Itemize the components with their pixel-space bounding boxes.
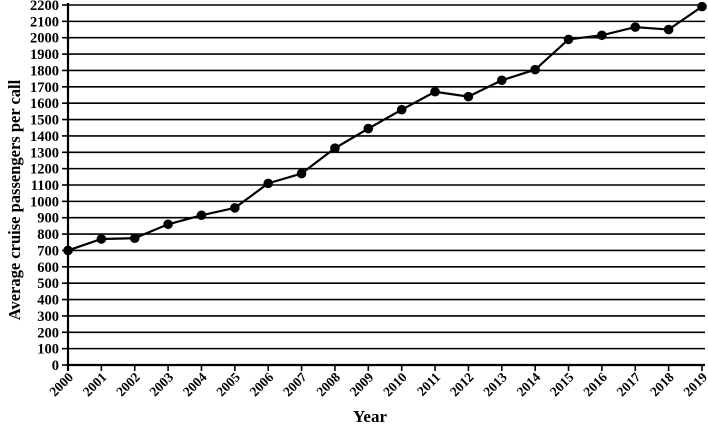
y-tick-label: 0 [52,358,59,374]
data-point [630,22,641,32]
data-point [530,64,540,75]
y-tick-label: 100 [37,342,59,358]
data-point [363,123,374,134]
x-tick-label: 2017 [614,369,644,399]
x-tick-label: 2001 [80,369,110,399]
x-tick-label: 2014 [514,369,544,399]
x-tick-label: 2015 [547,369,577,399]
y-tick-label: 600 [37,260,59,276]
data-point [563,34,574,45]
data-point [396,104,407,115]
x-tick-label: 2004 [180,369,210,399]
data-point [597,30,607,41]
x-axis-title: Year [353,407,387,426]
y-tick-label: 2000 [30,31,59,47]
x-tick-label: 2007 [280,369,310,399]
data-line [67,5,703,252]
gridlines [68,4,705,350]
x-tick-label: 2009 [347,369,377,399]
y-tick-label: 1200 [30,162,59,178]
y-tick-label: 1300 [30,145,59,161]
data-point [496,75,507,86]
data-point [296,168,307,179]
y-tick-labels: 0100200300400500600700800900100011001200… [30,0,59,374]
x-tick-label: 2011 [414,369,443,398]
x-tick-label: 2002 [113,369,143,399]
x-tick-label: 2003 [147,369,177,399]
y-tick-label: 1000 [30,194,59,210]
y-tick-label: 1700 [30,80,59,96]
y-tick-label: 2200 [30,0,59,14]
y-tick-label: 900 [37,211,59,227]
y-tick-label: 800 [37,227,59,243]
y-tick-label: 1400 [30,129,59,145]
data-point [430,86,440,97]
data-point [663,24,674,35]
x-tick-label: 2018 [647,369,677,399]
data-point [463,91,474,102]
x-tick-label: 2010 [380,369,410,399]
y-axis-title: Average cruise passengers per call [5,79,24,320]
y-tick-label: 2100 [30,14,59,30]
y-tick-label: 400 [37,293,59,309]
y-tick-label: 1900 [30,47,59,63]
y-tick-label: 1600 [30,96,59,112]
y-tick-label: 1500 [30,113,59,129]
x-tick-label: 2012 [447,369,477,399]
data-point [196,210,207,221]
y-tick-label: 1100 [31,178,59,194]
y-tick-label: 700 [37,243,59,259]
x-tick-label: 2005 [213,369,243,399]
x-tick-label: 2006 [247,369,277,399]
data-point [330,143,340,153]
x-tick-label: 2013 [480,369,510,399]
y-tick-label: 200 [37,325,59,341]
data-point [263,178,274,189]
x-tick-label: 2016 [580,369,610,399]
data-point [96,234,107,244]
x-tick-label: 2019 [680,369,708,399]
data-points [63,1,707,256]
y-tick-label: 300 [37,309,59,325]
data-point [697,1,707,12]
y-tick-label: 500 [37,276,59,292]
x-tick-label: 2008 [313,369,343,399]
data-point [63,245,73,256]
y-tick-label: 1800 [30,63,59,79]
data-point [129,233,140,243]
x-tick-labels: 2000 2001 2002 2003 2004 2005 2006 2007 2008 2009… [46,369,708,399]
data-point [230,203,240,213]
data-point [163,219,173,230]
